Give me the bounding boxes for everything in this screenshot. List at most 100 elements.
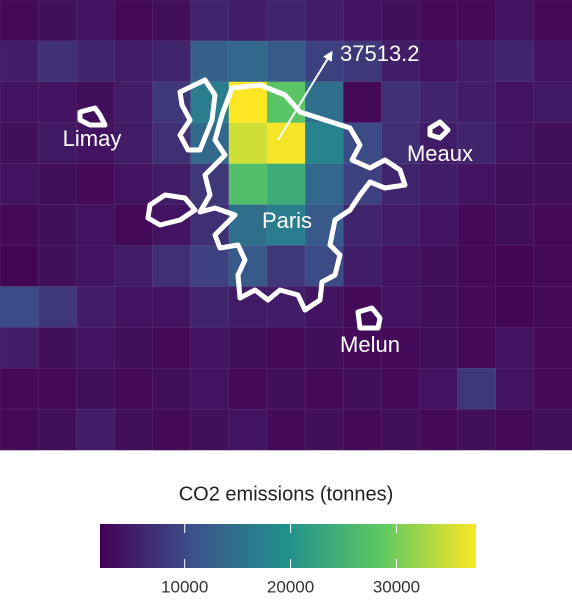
heat-cell [304, 367, 344, 410]
heat-cell [190, 40, 230, 83]
colorbar-tick-label: 10000 [161, 577, 208, 596]
heat-cell [304, 408, 344, 451]
heat-cell [114, 40, 154, 83]
heat-cell [342, 327, 382, 369]
heat-cell [228, 408, 268, 451]
heat-cell [304, 327, 344, 369]
heat-cell [419, 163, 459, 206]
heat-cell [37, 40, 77, 83]
heat-cell [76, 245, 115, 287]
melun-outline [355, 305, 383, 331]
heat-cell [76, 81, 115, 124]
heat-cell [190, 327, 230, 369]
heat-cell [0, 327, 39, 369]
heat-cell [266, 327, 306, 369]
heat-cell [37, 245, 77, 287]
heat-cell [419, 286, 459, 328]
heat-cell [228, 327, 268, 369]
heat-cell [228, 0, 268, 42]
heat-cell [76, 122, 115, 165]
heat-cell [381, 245, 421, 287]
heat-cell [152, 40, 192, 83]
west-outline [145, 192, 198, 228]
heat-cell [533, 327, 572, 369]
meaux-outline [427, 119, 451, 141]
place-label: Melun [340, 332, 400, 357]
paris-outline [177, 77, 408, 313]
heat-cell [190, 286, 230, 328]
heat-cell [37, 408, 77, 451]
heat-cell [381, 327, 421, 369]
heat-cell [342, 0, 382, 42]
heat-cell [0, 204, 39, 247]
heat-cell [304, 122, 344, 165]
heat-cell [37, 163, 77, 206]
heat-cell [114, 163, 154, 206]
heat-cell [0, 408, 39, 451]
heat-cell [190, 0, 230, 42]
heat-cell [342, 81, 382, 124]
heat-cell [228, 245, 268, 287]
heat-cell [37, 204, 77, 247]
heat-cell [495, 408, 535, 451]
heat-cell [495, 367, 535, 410]
place-label: Paris [262, 208, 312, 233]
heat-cell [76, 204, 115, 247]
heat-cell [457, 163, 497, 206]
heat-cell [495, 40, 535, 83]
heat-cell [533, 204, 572, 247]
heat-cell [342, 245, 382, 287]
heat-cell [266, 408, 306, 451]
heat-cell [37, 0, 77, 42]
heat-cell [304, 204, 344, 247]
heat-cell [76, 286, 115, 328]
heat-cell [381, 40, 421, 83]
heat-cell [533, 286, 572, 328]
heat-cell [76, 327, 115, 369]
place-label: Meaux [407, 141, 473, 166]
heat-cell [228, 40, 268, 83]
heat-cell [0, 0, 39, 42]
heat-cell [0, 367, 39, 410]
limay-outline [77, 105, 108, 128]
heat-cell [457, 245, 497, 287]
heat-cell [190, 408, 230, 451]
heat-cell [304, 163, 344, 206]
heat-cell [381, 367, 421, 410]
heat-cell [342, 286, 382, 328]
heat-cell [190, 245, 230, 287]
heatmap-grid [0, 0, 572, 451]
heat-cell [266, 367, 306, 410]
heat-cell [152, 327, 192, 369]
heat-cell [495, 327, 535, 369]
heat-cell [419, 81, 459, 124]
heat-cell [342, 408, 382, 451]
heat-cell [266, 204, 306, 247]
heat-cell [76, 40, 115, 83]
heat-cell [342, 40, 382, 83]
heat-cell [419, 122, 459, 165]
annotation: 37513.2 [340, 41, 420, 66]
heat-cell [37, 327, 77, 369]
heat-cell [457, 408, 497, 451]
heat-cell [533, 245, 572, 287]
heat-cell [457, 327, 497, 369]
heat-cell [114, 245, 154, 287]
heat-cell [114, 204, 154, 247]
heat-cell [0, 81, 39, 124]
heat-cell [0, 40, 39, 83]
colorbar-tick-label: 30000 [373, 577, 420, 596]
heat-cell [419, 327, 459, 369]
heat-cell [457, 81, 497, 124]
heat-cell [114, 327, 154, 369]
heat-cell [495, 204, 535, 247]
heat-cell [419, 367, 459, 410]
heat-cell [457, 204, 497, 247]
heat-cell [533, 408, 572, 451]
heat-cell [533, 81, 572, 124]
heat-cell [114, 367, 154, 410]
heat-cell [495, 286, 535, 328]
heat-cell [495, 122, 535, 165]
heat-cell [37, 286, 77, 328]
